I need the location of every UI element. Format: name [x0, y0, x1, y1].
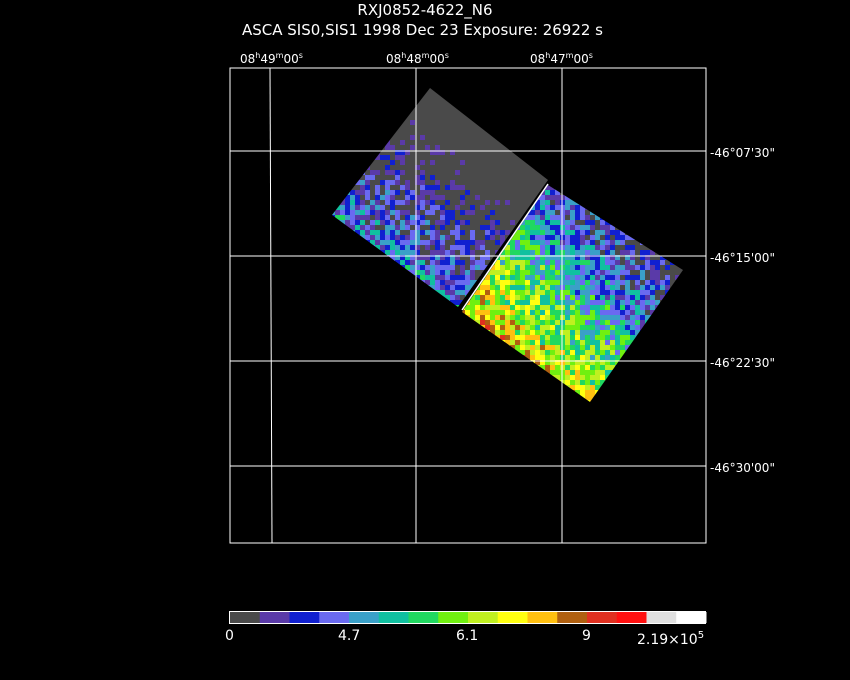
colorbar-swatch: [319, 612, 350, 623]
dec-tick-label: -46°15'00": [710, 251, 775, 265]
observation-info: ASCA SIS0,SIS1 1998 Dec 23 Exposure: 269…: [242, 21, 603, 39]
colorbar-label: 9: [582, 628, 591, 644]
colorbar-max-label: 2.19×105: [637, 630, 705, 648]
colorbar-swatch: [527, 612, 558, 623]
colorbar-swatch: [646, 612, 677, 623]
colorbar-swatch: [289, 612, 320, 623]
colorbar: [230, 612, 707, 623]
colorbar-label: 0: [225, 628, 234, 644]
ra-tick-label: 08h47m00s: [530, 51, 593, 66]
colorbar-frame: [229, 611, 706, 624]
image-title: RXJ0852-4622_N6: [357, 1, 493, 19]
ra-tick-label: 08h48m00s: [386, 51, 449, 66]
colorbar-swatch: [468, 612, 499, 623]
colorbar-swatch: [259, 612, 290, 623]
colorbar-label: 6.1: [456, 628, 479, 644]
colorbar-swatch: [378, 612, 409, 623]
colorbar-swatch: [438, 612, 469, 623]
dec-tick-label: -46°07'30": [710, 146, 775, 160]
colorbar-swatch: [557, 612, 588, 623]
colorbar-swatch: [587, 612, 618, 623]
colorbar-swatch: [349, 612, 380, 623]
dec-tick-label: -46°22'30": [710, 356, 775, 370]
detector-boundary: [461, 183, 549, 311]
colorbar-label: 4.7: [338, 628, 361, 644]
plot-frame: [229, 67, 707, 544]
colorbar-swatch: [408, 612, 439, 623]
colorbar-swatch: [497, 612, 528, 623]
colorbar-swatch: [676, 612, 707, 623]
dec-tick-label: -46°30'00": [710, 461, 775, 475]
colorbar-swatch: [230, 612, 261, 623]
coordinate-grid: [230, 67, 706, 544]
colorbar-swatch: [616, 612, 647, 623]
ra-tick-label: 08h49m00s: [240, 51, 303, 66]
